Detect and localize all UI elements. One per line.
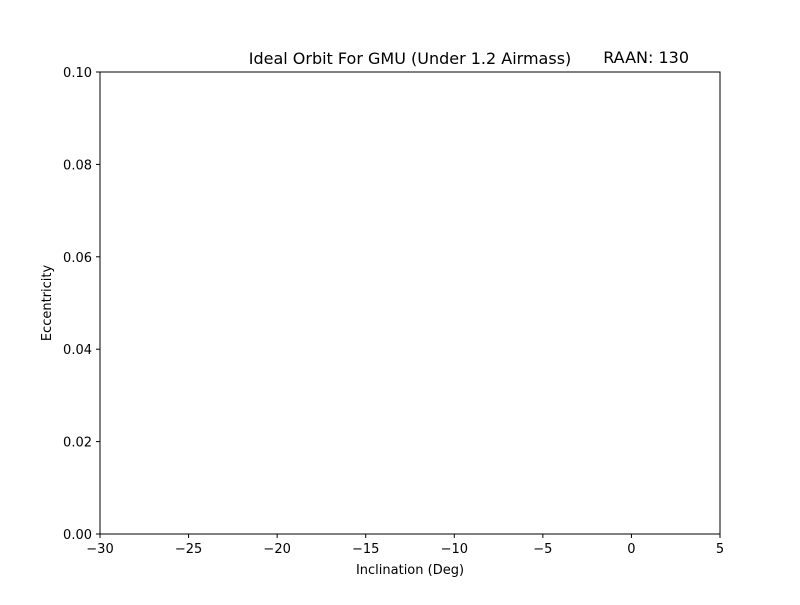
y-tick-label: 0.10 <box>63 66 92 81</box>
y-tick-label: 0.02 <box>63 436 92 451</box>
ticks-layer: −30 −25 −20 −15 −10 −5 0 5 0.00 0.02 0.04 0.06 0.08 0… <box>63 66 724 557</box>
chart-title: Ideal Orbit For GMU (Under 1.2 Airmass) <box>249 49 572 68</box>
x-tick-label: 5 <box>716 542 724 557</box>
y-axis-label: Eccentricity <box>40 265 55 342</box>
x-tick-label: −30 <box>86 542 113 557</box>
y-tick-label: 0.06 <box>63 251 92 266</box>
y-tick-label: 0.04 <box>63 343 92 358</box>
plot-area-frame <box>99 71 721 535</box>
x-tick-label: −5 <box>533 542 552 557</box>
y-tick-label: 0.00 <box>63 528 92 543</box>
x-tick-label: −25 <box>175 542 202 557</box>
x-tick-label: 0 <box>627 542 635 557</box>
x-axis-label: Inclination (Deg) <box>356 563 464 578</box>
x-tick-label: −15 <box>352 542 379 557</box>
chart-title-right: RAAN: 130 <box>603 48 689 67</box>
x-tick-label: −20 <box>263 542 290 557</box>
x-tick-label: −10 <box>441 542 468 557</box>
y-tick-label: 0.08 <box>63 158 92 173</box>
